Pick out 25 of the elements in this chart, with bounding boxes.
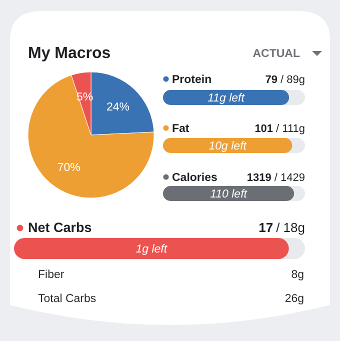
text: 110 left	[210, 188, 247, 200]
text: 1g left	[136, 244, 168, 256]
data-label: / 89g	[280, 74, 305, 86]
text: 26g	[284, 293, 304, 305]
data-label: / 1429	[274, 172, 305, 184]
category-label: Net Carbs	[28, 220, 92, 235]
text: 10g left	[208, 140, 246, 152]
data-label: 17	[258, 220, 274, 235]
chart-title: My Macros	[28, 45, 111, 62]
pie-slice	[28, 74, 154, 198]
data-label: 101	[254, 123, 274, 135]
data-label: 24%	[106, 102, 130, 114]
data-label: 79	[265, 74, 278, 86]
text: 8g	[291, 269, 304, 281]
data-label: 1319	[246, 172, 272, 184]
category-label: Calories	[172, 172, 218, 184]
text: Fiber	[38, 269, 64, 281]
data-label: / 111g	[276, 123, 305, 135]
text: Total Carbs	[38, 293, 96, 305]
category-label: Protein	[172, 74, 212, 86]
data-label: 70%	[57, 162, 80, 174]
text: ACTUAL	[252, 48, 300, 60]
category-label: Fat	[172, 123, 190, 135]
text: 11g left	[208, 92, 244, 104]
data-label: / 18g	[276, 220, 305, 235]
